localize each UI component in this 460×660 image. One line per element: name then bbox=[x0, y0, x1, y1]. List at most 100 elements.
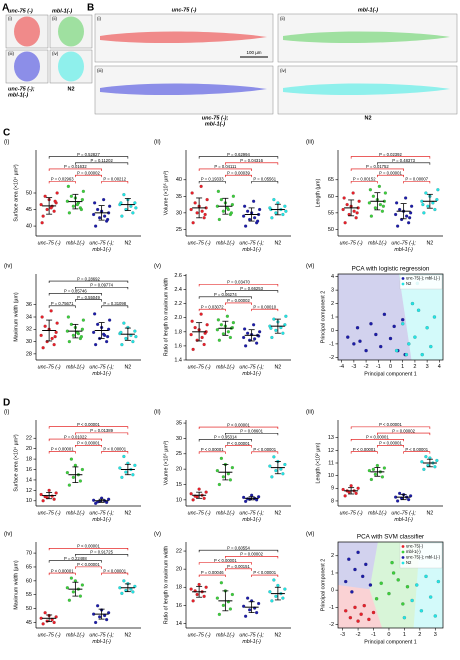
comparison-bracket bbox=[251, 308, 279, 312]
worm-image bbox=[283, 31, 450, 44]
p-value: P < 0.00001 bbox=[51, 568, 74, 573]
comparison-bracket bbox=[198, 296, 252, 299]
comparison-bracket bbox=[377, 162, 431, 165]
y-tick-label: -2 bbox=[329, 355, 334, 361]
data-point bbox=[200, 335, 204, 340]
p-value: P = 0.95314 bbox=[214, 435, 237, 440]
x-tick-label: -1 bbox=[376, 364, 381, 370]
x-tick-label: unc-75 (-) bbox=[38, 364, 61, 370]
y-tick-label: 16 bbox=[26, 467, 32, 473]
data-point bbox=[131, 339, 135, 344]
comparison-bracket bbox=[48, 168, 102, 171]
data-point bbox=[410, 204, 414, 208]
data-point bbox=[352, 209, 356, 213]
comparison-bracket bbox=[225, 302, 252, 305]
data-point bbox=[228, 607, 232, 611]
p-value: P = 0.48373 bbox=[392, 158, 415, 163]
data-point bbox=[274, 328, 278, 332]
data-point bbox=[124, 336, 128, 341]
data-point bbox=[197, 487, 201, 491]
y-axis-label: Length (µm) bbox=[315, 178, 321, 207]
data-point bbox=[398, 207, 402, 212]
image-caption: N2 bbox=[67, 86, 74, 92]
y-tick-label: 30 bbox=[176, 210, 182, 216]
data-point bbox=[348, 616, 353, 620]
panel-index: (i) bbox=[4, 410, 9, 416]
x-tick-label: mbl-1(-) bbox=[92, 247, 111, 253]
image-index: (iv) bbox=[280, 68, 287, 73]
x-tick-label: mbl-1(-) bbox=[66, 632, 85, 638]
x-axis-label: Principal component 1 bbox=[364, 371, 416, 377]
data-point bbox=[382, 312, 387, 316]
y-tick-label: 2.0 bbox=[174, 315, 182, 321]
p-value: P = 0.22488 bbox=[64, 556, 87, 561]
p-value: P = 0.55049 bbox=[77, 295, 100, 300]
y-tick-label: 60 bbox=[26, 578, 32, 584]
data-point bbox=[193, 201, 197, 205]
data-point bbox=[362, 603, 366, 608]
decision-region bbox=[338, 542, 378, 590]
data-point bbox=[231, 321, 235, 325]
data-point bbox=[202, 342, 206, 347]
x-tick-label: -1 bbox=[371, 632, 376, 638]
image-caption: mbl-1(-) bbox=[205, 121, 225, 127]
data-point bbox=[202, 216, 206, 220]
data-point bbox=[228, 478, 232, 482]
data-point bbox=[401, 322, 405, 326]
data-point bbox=[246, 331, 250, 335]
p-value: P = 0.91725 bbox=[90, 550, 113, 555]
y-tick-label: 1.8 bbox=[174, 329, 182, 335]
p-value: P = 0.85746 bbox=[64, 289, 87, 294]
data-point bbox=[431, 201, 435, 205]
worm-image bbox=[14, 51, 40, 82]
y-tick-label: 12 bbox=[26, 488, 32, 494]
p-value: P = 0.00002 bbox=[227, 298, 250, 303]
y-tick-label: 55 bbox=[328, 210, 334, 216]
x-tick-label: N2 bbox=[274, 364, 281, 370]
p-value: P = 0.04111 bbox=[214, 164, 237, 169]
comparison-bracket bbox=[350, 156, 431, 159]
data-point bbox=[396, 499, 400, 503]
data-point bbox=[352, 342, 356, 346]
comparison-bracket bbox=[350, 168, 404, 171]
data-point bbox=[351, 191, 355, 195]
data-point bbox=[270, 335, 274, 340]
data-point bbox=[380, 475, 384, 479]
data-point bbox=[353, 567, 357, 572]
worm-image bbox=[100, 31, 267, 44]
data-point bbox=[433, 465, 437, 469]
decision-region bbox=[338, 274, 412, 360]
panel-index: (ii) bbox=[154, 140, 161, 146]
data-point bbox=[433, 207, 437, 212]
data-point bbox=[78, 594, 82, 598]
x-tick-label: N2 bbox=[124, 510, 131, 516]
data-point bbox=[67, 598, 71, 602]
data-point bbox=[276, 583, 280, 588]
data-point bbox=[122, 321, 126, 325]
panel-index: (iii) bbox=[306, 140, 314, 146]
data-point bbox=[356, 550, 360, 554]
data-point bbox=[368, 583, 373, 587]
data-point bbox=[343, 221, 347, 225]
x-tick-label: N2 bbox=[274, 510, 281, 516]
p-value: P < 0.00001 bbox=[51, 447, 74, 452]
data-point bbox=[268, 464, 272, 468]
comparison-bracket bbox=[198, 156, 279, 159]
p-value: P = 0.00046 bbox=[201, 570, 224, 575]
data-point bbox=[383, 191, 387, 195]
data-point bbox=[80, 198, 84, 202]
data-point bbox=[274, 211, 278, 215]
data-point bbox=[122, 579, 126, 583]
data-point bbox=[217, 612, 221, 616]
image-index: (iv) bbox=[52, 51, 59, 56]
panel-index: (i) bbox=[4, 140, 9, 146]
y-tick-label: 50 bbox=[26, 190, 32, 196]
data-point bbox=[98, 216, 102, 220]
comparison-bracket bbox=[225, 556, 279, 559]
data-point bbox=[107, 497, 111, 501]
x-tick-label: unc-75 (-) bbox=[340, 510, 363, 516]
data-point bbox=[252, 323, 256, 327]
comparison-bracket bbox=[350, 438, 404, 442]
data-point bbox=[435, 198, 439, 202]
